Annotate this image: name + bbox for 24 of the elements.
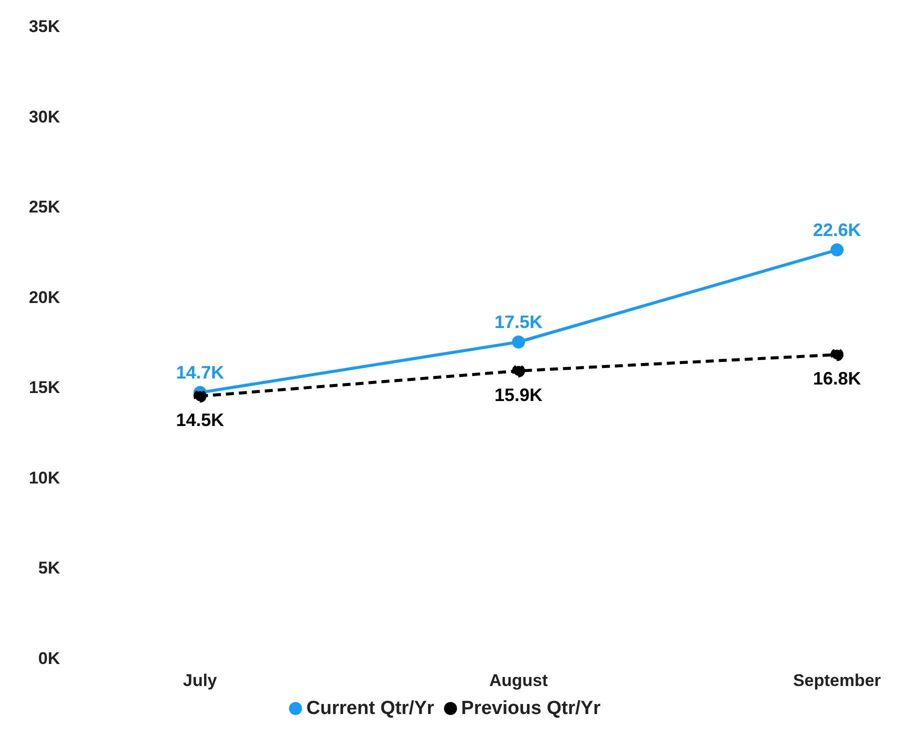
y-tick-label: 20K [28,288,61,307]
y-tick-label: 35K [28,17,61,36]
x-tick-label: September [793,671,882,690]
y-tick-label: 25K [28,198,61,217]
y-tick-label: 10K [28,468,61,488]
x-tick-label: July [182,671,218,690]
data-label: 15.9K [494,384,543,405]
y-tick-label: 30K [28,107,61,126]
point [830,348,844,362]
point [512,364,525,378]
point [512,336,525,348]
y-tick-label: 0K [38,649,61,668]
data-label: 16.8K [812,368,862,389]
data-label: 22.6K [812,220,862,240]
point [830,243,844,256]
y-tick-label: 15K [28,378,61,398]
data-label: 14.7K [176,362,224,383]
legend-label: Current Qtr/Yr [306,698,434,719]
data-label: 14.5K [176,410,224,430]
y-tick-label: 5K [38,558,61,578]
x-tick-label: August [489,671,548,690]
data-label: 17.5K [494,312,543,332]
legend-label: Previous Qtr/Yr [461,698,601,719]
point [194,390,206,403]
